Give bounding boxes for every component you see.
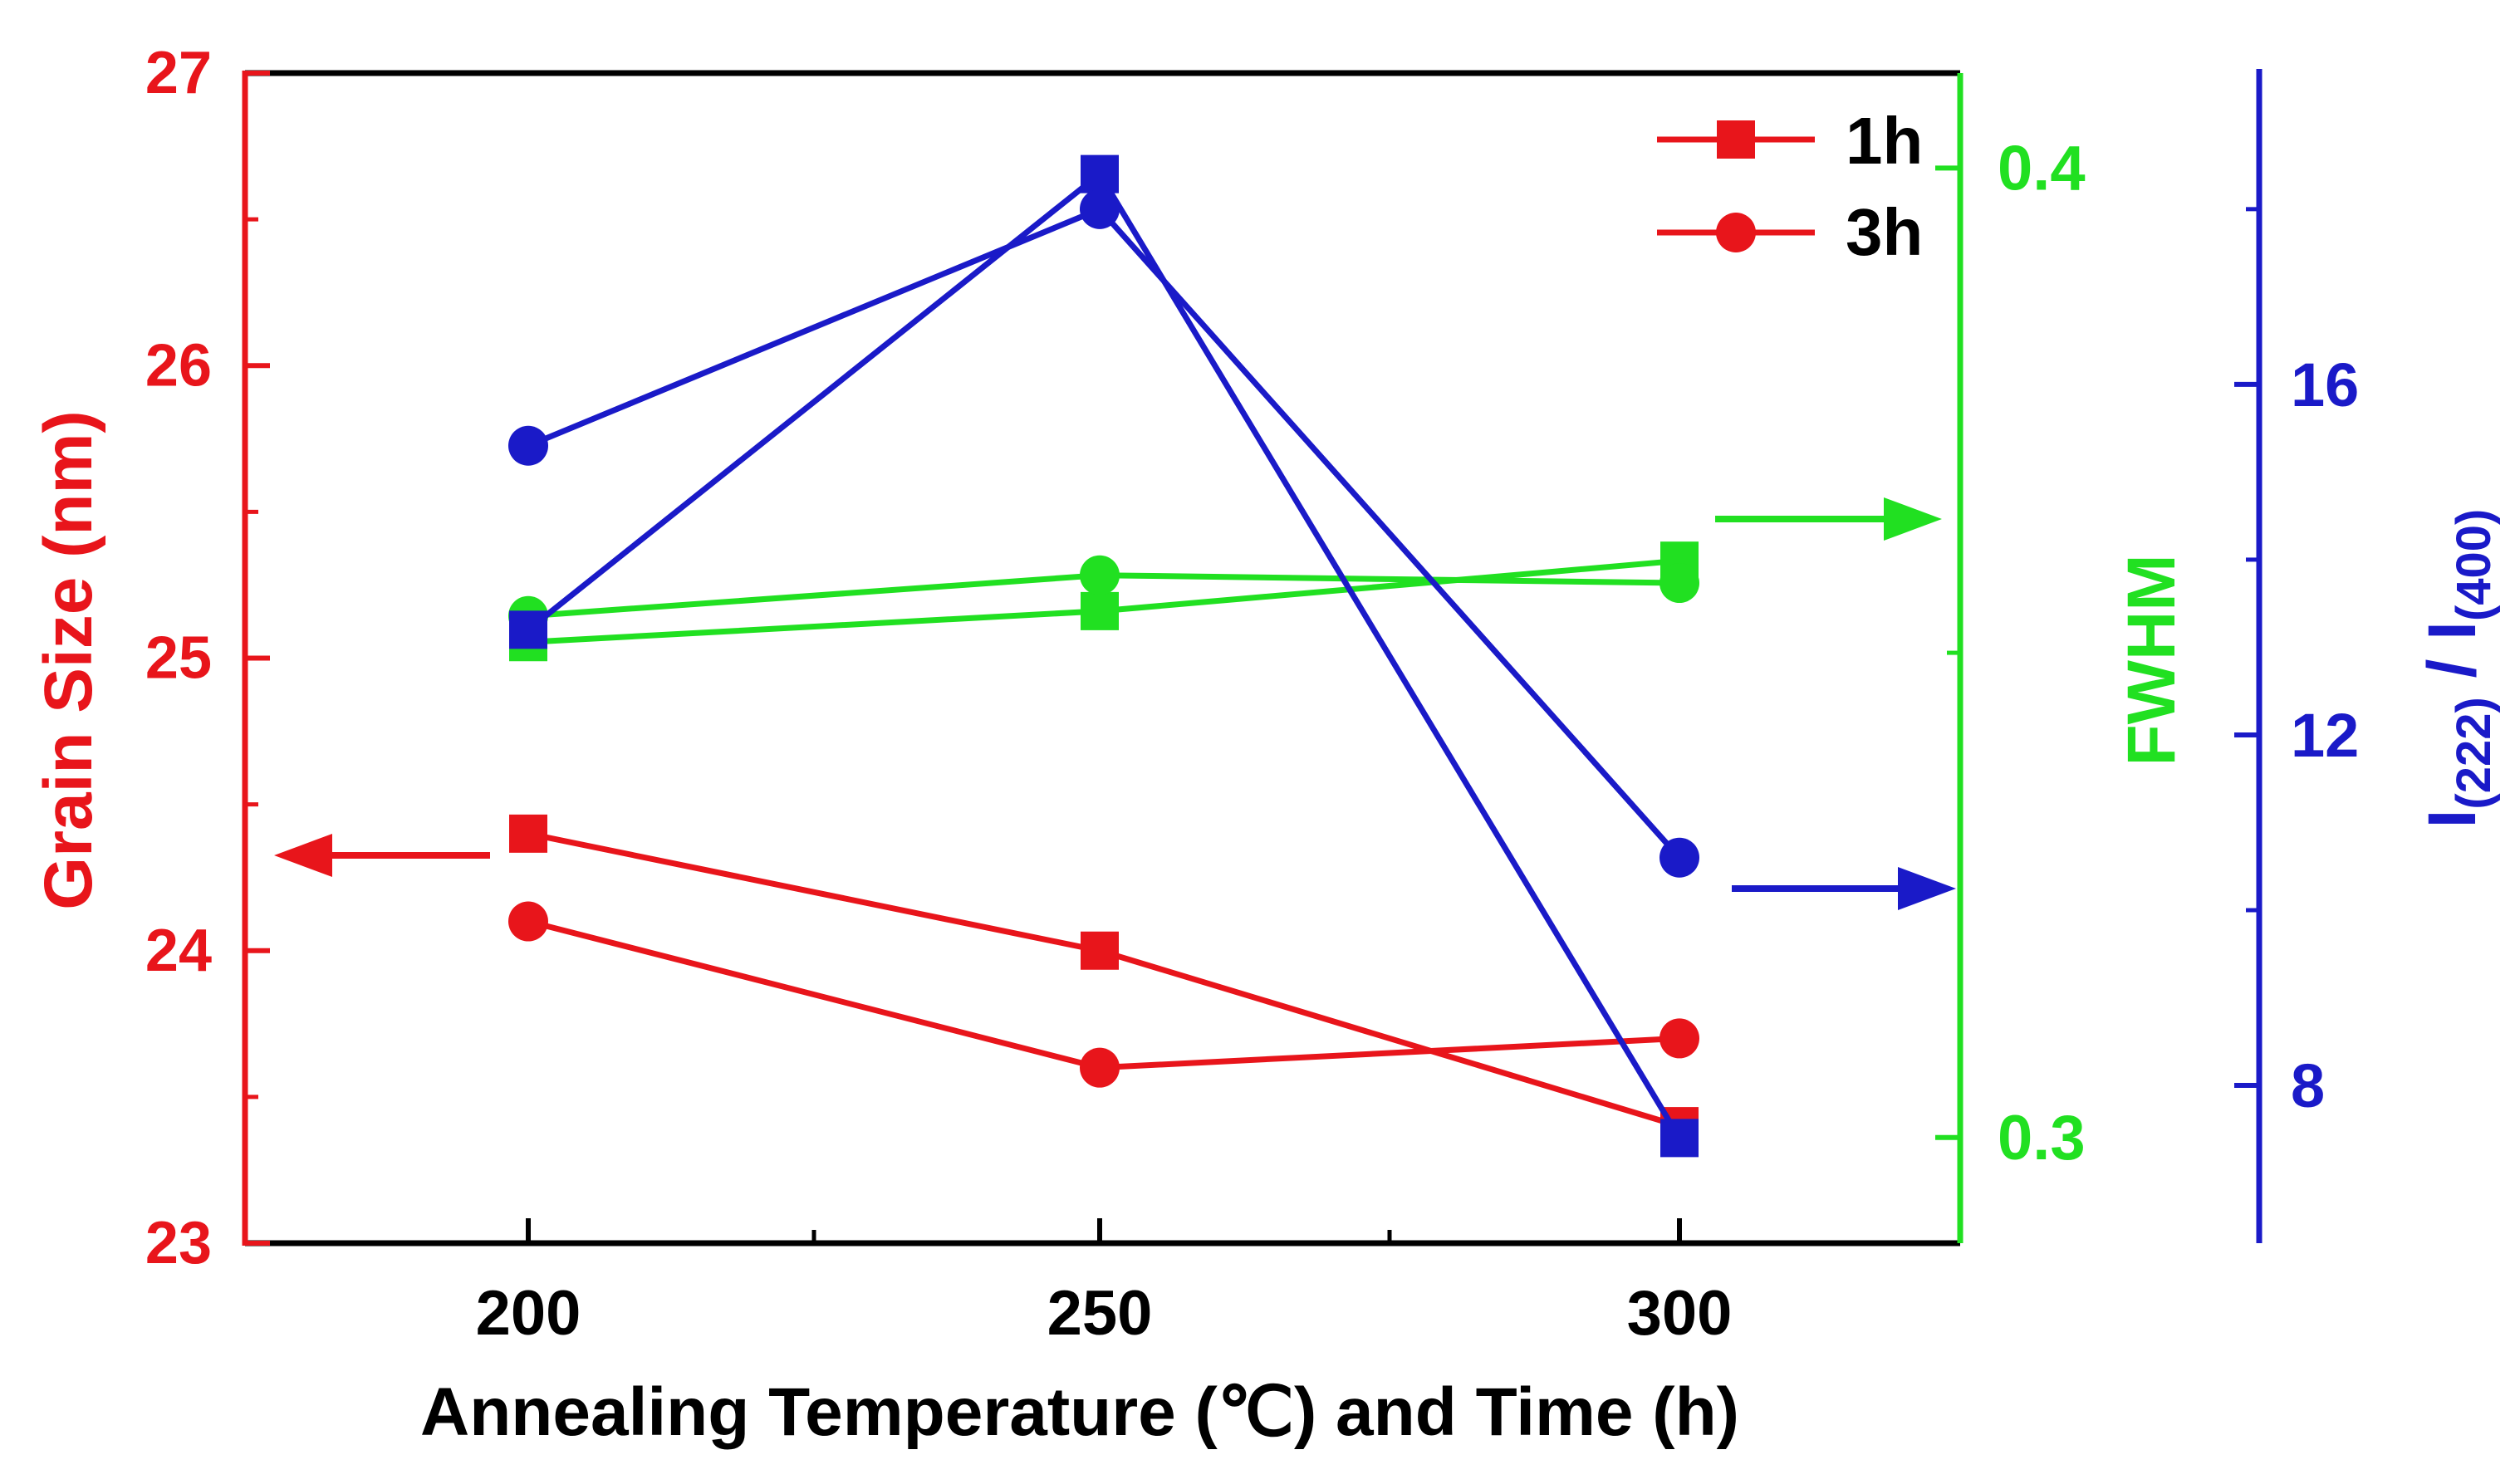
data-point-i-ratio-3h bbox=[508, 425, 548, 466]
series-line-i-ratio-1h bbox=[526, 171, 1682, 1140]
green-tick-label: 0.3 bbox=[1998, 1103, 2086, 1173]
arrow-to-grain-size-axis-head bbox=[274, 834, 332, 877]
left-tick-label: 27 bbox=[145, 40, 212, 106]
left-tick-label: 26 bbox=[145, 332, 212, 399]
data-point-fwhm-3h bbox=[1080, 555, 1120, 595]
x-tick-label: 300 bbox=[1627, 1278, 1733, 1349]
data-point-grain-size-3h bbox=[1080, 1047, 1120, 1088]
data-point-grain-size-3h bbox=[1660, 1018, 1699, 1059]
left-tick-label: 23 bbox=[145, 1210, 212, 1276]
legend-marker-1h bbox=[1717, 120, 1755, 159]
data-point-i-ratio-3h bbox=[1080, 189, 1120, 229]
data-point-grain-size-3h bbox=[508, 901, 548, 942]
data-point-i-ratio-3h bbox=[1660, 837, 1699, 878]
data-point-fwhm-1h bbox=[1081, 591, 1119, 630]
data-point-i-ratio-1h bbox=[509, 610, 547, 649]
left-axis-title: Grain Size (nm) bbox=[31, 410, 106, 909]
series-line-i-ratio-3h bbox=[527, 206, 1682, 860]
x-axis-title: Annealing Temperature (℃) and Time (h) bbox=[420, 1374, 1739, 1450]
green-tick-label: 0.4 bbox=[1998, 133, 2086, 203]
data-point-i-ratio-1h bbox=[1081, 154, 1119, 193]
data-point-fwhm-3h bbox=[1660, 563, 1699, 604]
green-axis-title: FWHM bbox=[2114, 554, 2189, 766]
blue-axis-title: I(222) / I(400) bbox=[2414, 509, 2501, 829]
x-tick-label: 200 bbox=[476, 1278, 581, 1349]
legend-label-3h: 3h bbox=[1846, 195, 1923, 269]
arrow-to-ratio-axis-head bbox=[1898, 867, 1956, 910]
blue-tick-label: 12 bbox=[2291, 701, 2359, 770]
arrow-to-fwhm-axis-head bbox=[1884, 497, 1942, 541]
data-point-grain-size-1h bbox=[1081, 931, 1119, 970]
legend-label-1h: 1h bbox=[1846, 104, 1923, 178]
legend-marker-3h bbox=[1716, 213, 1756, 252]
data-point-i-ratio-1h bbox=[1660, 1119, 1699, 1158]
left-tick-label: 24 bbox=[145, 918, 212, 984]
x-tick-label: 250 bbox=[1047, 1278, 1153, 1349]
data-point-grain-size-1h bbox=[509, 814, 547, 853]
blue-tick-label: 16 bbox=[2291, 350, 2359, 419]
blue-tick-label: 8 bbox=[2291, 1051, 2325, 1120]
left-tick-label: 25 bbox=[145, 625, 212, 692]
